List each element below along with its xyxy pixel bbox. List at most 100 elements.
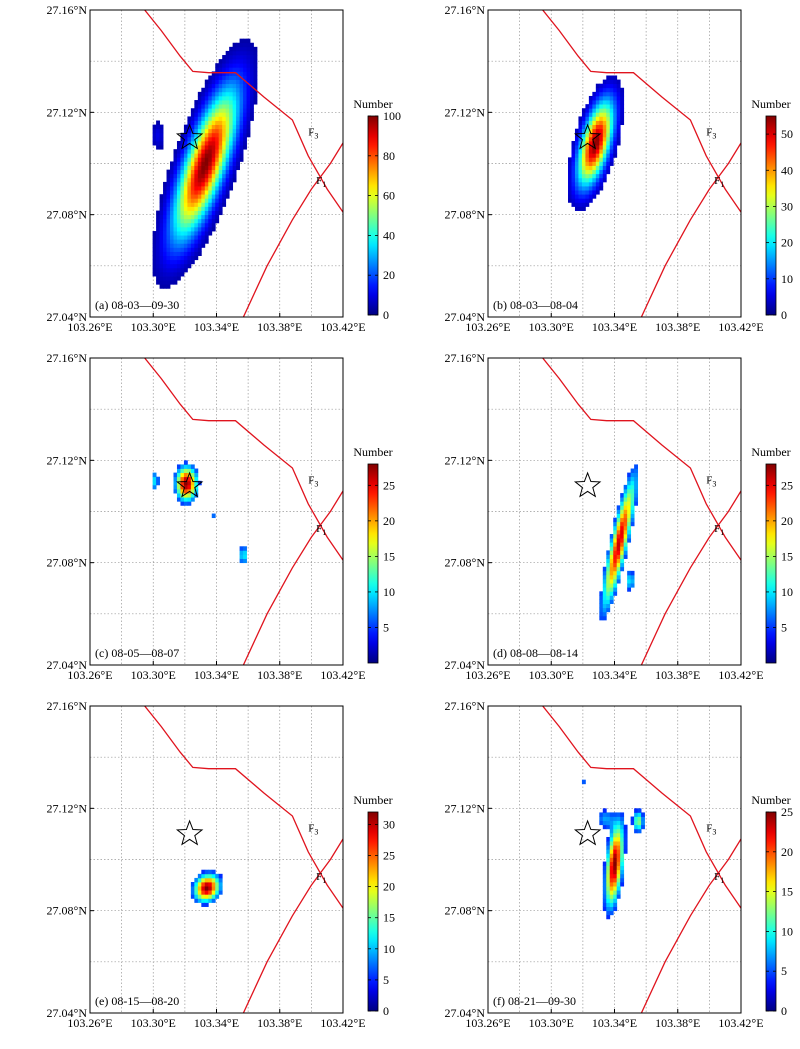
heatmap-cell	[613, 890, 618, 895]
heatmap-cell	[222, 157, 227, 162]
heatmap-cell	[588, 194, 593, 199]
heatmap-cell	[243, 145, 247, 150]
heatmap-cell	[211, 169, 216, 175]
heatmap-cell	[204, 873, 209, 879]
heatmap-cell	[173, 267, 178, 273]
heatmap-cell	[634, 816, 638, 822]
heatmap-cell	[581, 128, 586, 134]
heatmap-cell	[190, 120, 195, 126]
heatmap-cell	[166, 194, 171, 199]
heatmap-cell	[183, 476, 188, 482]
heatmap-cell	[578, 165, 583, 171]
heatmap-cell	[606, 914, 611, 920]
heatmap-cell	[623, 550, 628, 555]
heatmap-cell	[616, 820, 621, 826]
heatmap-cell	[602, 145, 607, 150]
heatmap-cell	[187, 186, 192, 191]
heatmap-cell	[201, 243, 206, 248]
heatmap-cell	[616, 566, 621, 572]
heatmap-cell	[599, 591, 604, 596]
heatmap-cell	[197, 161, 202, 166]
heatmap-cell	[225, 112, 230, 117]
heatmap-cell	[208, 79, 213, 85]
heatmap-cell	[250, 104, 254, 109]
heatmap-cell	[176, 190, 181, 195]
heatmap-cell	[606, 910, 611, 916]
colorbar-tick-label: 0	[383, 1004, 389, 1018]
heatmap-cell	[232, 157, 237, 162]
heatmap-cell	[222, 186, 227, 191]
heatmap-cell	[599, 177, 604, 183]
heatmap-cell	[613, 534, 618, 539]
heatmap-cell	[180, 267, 185, 273]
heatmap-cell	[173, 251, 178, 256]
heatmap-cell	[634, 480, 638, 486]
heatmap-cell	[204, 194, 209, 199]
heatmap-cell	[159, 124, 164, 130]
heatmap-cell	[588, 165, 593, 171]
heatmap-cell	[602, 865, 607, 871]
heatmap-cell	[588, 136, 593, 142]
heatmap-cell	[180, 271, 185, 277]
heatmap-cell	[599, 95, 604, 101]
heatmap-cell	[197, 112, 202, 117]
heatmap-cell	[578, 206, 583, 211]
heatmap-cell	[176, 235, 181, 240]
heatmap-cell	[609, 902, 614, 907]
heatmap-cell	[627, 497, 632, 502]
heatmap-cell	[229, 145, 234, 150]
heatmap-cell	[602, 79, 607, 85]
heatmap-cell	[218, 83, 223, 89]
heatmap-cell	[232, 75, 237, 80]
heatmap-cell	[225, 71, 230, 76]
heatmap-cell	[218, 202, 223, 207]
heatmap-cell	[156, 218, 160, 224]
heatmap-cell	[253, 59, 258, 64]
heatmap-cell	[225, 55, 230, 60]
x-tick-label: 103.34°E	[194, 320, 239, 334]
heatmap-cell	[581, 136, 586, 142]
heatmap-cell	[613, 87, 618, 93]
heatmap-cell	[592, 120, 597, 126]
heatmap-cell	[201, 169, 206, 175]
heatmap-cell	[208, 145, 213, 150]
heatmap-cell	[250, 108, 254, 113]
heatmap-cell	[222, 124, 227, 130]
colorbar-tick-label: 5	[383, 620, 389, 634]
heatmap-cell	[201, 124, 206, 130]
y-tick-label: 27.08°N	[47, 208, 88, 222]
heatmap-cell	[152, 271, 157, 277]
heatmap-cell	[190, 136, 195, 142]
heatmap-cell	[211, 75, 216, 80]
heatmap-cell	[236, 95, 240, 101]
heatmap-cell	[588, 177, 593, 183]
heatmap-cell	[190, 116, 195, 121]
heatmap-cell	[190, 140, 195, 146]
heatmap-cell	[239, 38, 244, 44]
heatmap-cell	[170, 267, 174, 273]
heatmap-cell	[609, 116, 614, 121]
faults	[143, 706, 343, 1013]
heatmap-cell	[222, 198, 227, 203]
heatmap-cell	[595, 87, 600, 93]
heatmap-cell	[602, 824, 607, 830]
heatmap-cell	[578, 198, 583, 203]
heatmap-cell	[609, 828, 614, 834]
heatmap-cell	[222, 71, 227, 76]
heatmap-cell	[609, 562, 614, 568]
y-tick-label: 27.04°N	[445, 658, 486, 672]
heatmap-cell	[232, 104, 237, 109]
heatmap-cell	[176, 181, 181, 187]
heatmap-cell	[602, 112, 607, 117]
heatmap-cell	[623, 836, 628, 842]
heatmap-cell	[176, 222, 181, 228]
heatmap-cell	[616, 812, 621, 817]
x-tick-label: 103.30°E	[131, 1016, 176, 1030]
heatmap-cell	[232, 55, 237, 60]
heatmap-cell	[166, 276, 171, 281]
heatmap-cell	[159, 239, 164, 244]
y-tick-label: 27.08°N	[47, 904, 88, 918]
heatmap-cell	[218, 882, 223, 887]
heatmap-cell	[204, 894, 209, 899]
heatmap-cell	[609, 140, 614, 146]
